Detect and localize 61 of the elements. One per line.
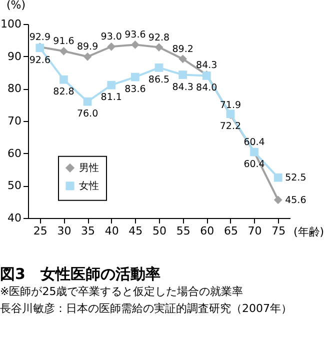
point <box>60 46 68 56</box>
data-label: 84.3 <box>196 60 218 71</box>
text: 図3 女性医師の活動率 <box>0 265 160 283</box>
point <box>178 54 187 64</box>
y-tick-label: 70 <box>8 114 22 128</box>
x-axis-title: (年齢) <box>294 226 324 238</box>
y-axis-title: (%) <box>6 0 26 12</box>
x-tick-label: 30 <box>57 224 72 238</box>
point <box>83 97 92 106</box>
data-label: 72.2 <box>220 120 242 132</box>
data-label: 86.5 <box>148 74 170 86</box>
point <box>107 80 116 90</box>
y-tick-label: 90 <box>8 50 22 63</box>
data-label: 89.9 <box>76 42 98 53</box>
y-tick-label: 50 <box>8 179 22 192</box>
data-label: 82.8 <box>53 86 74 98</box>
point <box>274 196 282 204</box>
data-label: 45.6 <box>285 194 306 206</box>
x-tick-label: 45 <box>128 224 143 238</box>
point <box>178 70 187 79</box>
data-label: 89.2 <box>172 44 194 55</box>
point <box>107 42 116 51</box>
data-label: 76.0 <box>76 108 98 120</box>
text: ※医師が25歳で卒業すると仮定した場合の就業率 <box>0 285 244 298</box>
data-label: 84.0 <box>196 82 218 94</box>
x-tick-label: 55 <box>176 224 190 238</box>
y-tick-label: 100 <box>0 18 22 30</box>
point <box>154 43 164 52</box>
data-label: 92.6 <box>29 54 50 66</box>
point <box>131 40 140 49</box>
x-tick-label: 75 <box>272 224 286 238</box>
data-label: 71.9 <box>220 100 242 111</box>
x-tick-label: 70 <box>248 224 262 238</box>
y-tick-label: 60 <box>8 146 22 160</box>
x-tick-label: 65 <box>224 224 238 238</box>
data-label: 60.4 <box>244 137 265 148</box>
data-label: 84.3 <box>172 82 194 93</box>
data-label: 93.0 <box>100 32 122 43</box>
x-tick-label: 25 <box>33 224 48 238</box>
data-label: 92.9 <box>29 32 50 43</box>
x-tick-label: 35 <box>81 224 96 238</box>
point <box>83 52 92 61</box>
data-label: 52.5 <box>285 172 306 184</box>
y-tick-label: 80 <box>8 82 22 96</box>
data-label: 81.1 <box>100 92 122 104</box>
point <box>154 63 164 72</box>
point <box>131 72 140 82</box>
x-tick-label: 50 <box>152 224 166 238</box>
x-tick-label: 40 <box>104 224 119 238</box>
x-tick-label: 60 <box>200 224 214 238</box>
legend-label: 女性 <box>79 180 99 192</box>
data-label: 83.6 <box>124 84 146 96</box>
point <box>60 75 68 84</box>
legend-label: 男性 <box>79 162 99 174</box>
point <box>274 173 282 182</box>
data-label: 92.8 <box>148 32 170 44</box>
data-label: 93.6 <box>124 30 146 41</box>
data-label: 60.4 <box>244 159 265 170</box>
y-tick-label: 40 <box>8 212 22 224</box>
text: 長谷川敏彦：日本の医師需給の実証的調査研究（2007年） <box>0 302 292 315</box>
data-label: 91.6 <box>53 36 74 48</box>
